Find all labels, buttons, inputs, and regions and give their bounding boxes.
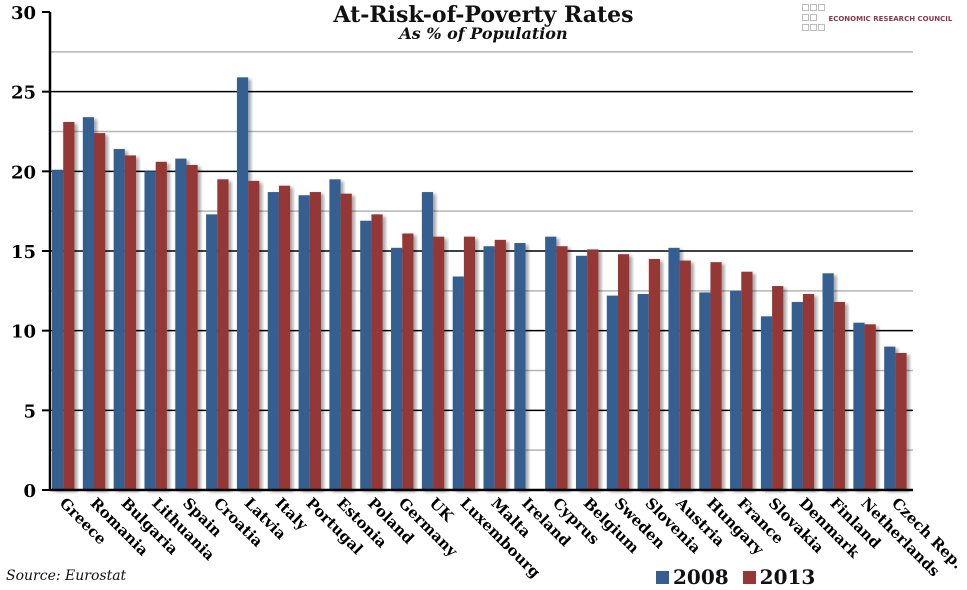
bar-2013-slovakia [772,286,784,490]
bar-2008-poland [360,220,372,490]
bar-2008-austria [668,247,680,490]
bar-2013-finland [833,301,845,490]
y-tick-label: 0 [23,481,36,502]
bar-2013-greece [63,121,75,490]
bar-2008-estonia [329,179,341,491]
bar-2008-luxembourg [452,276,464,490]
y-tick-label: 25 [11,83,36,104]
legend-item-2013: 2013 [742,565,815,589]
bar-2013-czech-rep- [895,352,907,490]
bar-2013-latvia [248,180,260,491]
bar-2008-greece [52,169,64,491]
bar-2013-uk [433,236,445,490]
logo: ECONOMIC RESEARCH COUNCIL [802,4,952,34]
bar-2008-netherlands [853,322,865,490]
bar-2008-malta [483,246,495,490]
bar-2013-germany [402,233,414,490]
bar-2013-malta [494,239,506,490]
bar-2008-denmark [791,301,803,490]
chart-title: At-Risk-of-Poverty Rates [333,2,634,28]
bar-2013-poland [371,214,383,490]
y-tick-label: 15 [11,242,36,263]
bar-2008-france [730,290,742,490]
legend-item-2008: 2008 [656,565,729,589]
bar-2013-netherlands [864,324,876,490]
bar-2008-romania [82,117,95,490]
bar-2008-slovakia [760,316,773,490]
bar-2013-sweden [617,254,630,490]
bar-2013-estonia [340,193,352,490]
bar-2008-italy [267,192,279,490]
logo-text: ECONOMIC RESEARCH COUNCIL [828,15,953,23]
bar-2013-lithuania [155,161,167,491]
bar-2013-france [741,271,753,490]
bar-2008-spain [175,158,187,490]
bar-2013-hungary [710,262,722,490]
bar-2008-bulgaria [113,149,125,490]
y-tick-label: 10 [11,322,36,343]
bar-2013-portugal [309,192,321,490]
bar-2008-lithuania [144,171,156,491]
bar-2013-cyprus [556,246,568,490]
source-note: Source: Eurostat [6,568,127,584]
logo-squares-icon [802,4,826,34]
bar-2008-croatia [206,214,218,490]
bar-2013-belgium [587,249,599,490]
bar-2008-latvia [236,77,249,491]
bar-2008-hungary [699,292,711,490]
bar-2008-slovenia [637,294,649,490]
y-tick-label: 20 [11,162,36,183]
bar-2013-luxembourg [463,236,476,490]
chart-subtitle: As % of Population [399,24,568,43]
bar-2008-germany [391,247,403,490]
bar-2008-ireland [514,243,526,490]
bar-2008-belgium [575,255,588,490]
bar-2013-italy [278,185,291,490]
bar-2008-finland [822,273,834,490]
bar-2013-austria [679,260,691,490]
bar-2008-sweden [606,295,618,490]
bar-2013-slovenia [648,258,661,490]
bar-2013-spain [186,164,198,490]
bar-2008-czech-rep- [884,346,896,490]
bar-2013-bulgaria [124,155,137,490]
y-tick-label: 5 [23,401,36,422]
bar-2013-denmark [802,294,815,490]
bar-2013-croatia [217,179,229,491]
legend: 2008 2013 [656,565,815,589]
bar-2008-portugal [298,195,310,490]
bar-2013-romania [94,133,106,491]
bar-2008-uk [421,192,434,490]
bar-2008-cyprus [545,236,557,490]
y-tick-label: 30 [11,3,36,24]
